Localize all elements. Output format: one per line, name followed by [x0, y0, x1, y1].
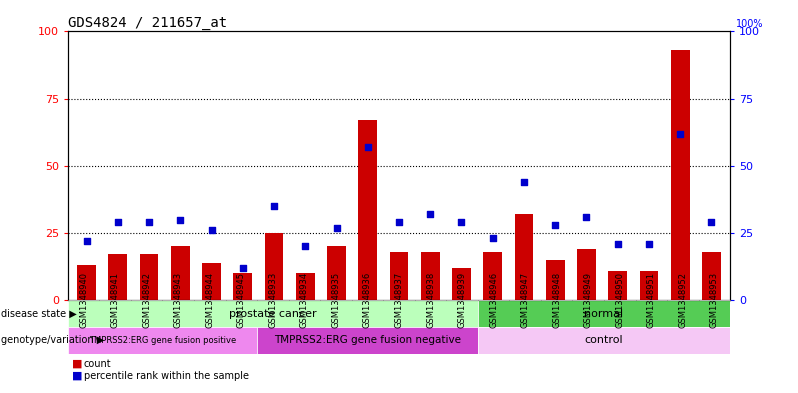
Bar: [484, 252, 502, 300]
Bar: [546, 260, 564, 300]
Text: GSM1348939: GSM1348939: [457, 272, 467, 328]
Point: [174, 217, 187, 223]
Bar: [639, 270, 658, 300]
Text: GSM1348944: GSM1348944: [205, 272, 214, 328]
Text: GSM1348951: GSM1348951: [647, 272, 656, 328]
Bar: [202, 263, 221, 300]
Text: percentile rank within the sample: percentile rank within the sample: [84, 371, 249, 381]
Text: GSM1348937: GSM1348937: [394, 272, 404, 328]
Point: [455, 219, 468, 225]
Text: GSM1348938: GSM1348938: [426, 272, 435, 328]
Text: GSM1348947: GSM1348947: [520, 272, 530, 328]
Bar: [421, 252, 440, 300]
Bar: [515, 214, 533, 300]
Bar: [257, 327, 478, 354]
Point: [205, 227, 218, 233]
Point: [705, 219, 718, 225]
Point: [674, 130, 686, 137]
Point: [518, 179, 531, 185]
Text: GSM1348936: GSM1348936: [363, 272, 372, 328]
Point: [486, 235, 499, 241]
Text: ■: ■: [72, 371, 82, 381]
Bar: [68, 300, 478, 327]
Point: [642, 241, 655, 247]
Text: GSM1348950: GSM1348950: [615, 272, 624, 328]
Bar: [140, 254, 159, 300]
Text: control: control: [585, 336, 623, 345]
Text: TMPRSS2:ERG gene fusion negative: TMPRSS2:ERG gene fusion negative: [274, 336, 461, 345]
Bar: [327, 246, 346, 300]
Bar: [77, 265, 96, 300]
Bar: [478, 327, 730, 354]
Bar: [358, 120, 377, 300]
Bar: [608, 270, 627, 300]
Bar: [296, 273, 314, 300]
Text: GSM1348946: GSM1348946: [489, 272, 498, 328]
Text: prostate cancer: prostate cancer: [229, 309, 317, 319]
Text: TMPRSS2:ERG gene fusion positive: TMPRSS2:ERG gene fusion positive: [89, 336, 236, 345]
Text: GSM1348953: GSM1348953: [710, 272, 719, 328]
Text: GSM1348940: GSM1348940: [79, 272, 88, 328]
Point: [112, 219, 124, 225]
Text: 100%: 100%: [736, 18, 763, 29]
Text: GSM1348949: GSM1348949: [584, 272, 593, 328]
Bar: [109, 254, 127, 300]
Point: [549, 222, 562, 228]
Text: GSM1348933: GSM1348933: [268, 272, 278, 328]
Point: [143, 219, 156, 225]
Text: GSM1348943: GSM1348943: [174, 272, 183, 328]
Text: GSM1348945: GSM1348945: [237, 272, 246, 328]
Point: [580, 214, 593, 220]
Bar: [702, 252, 721, 300]
Text: disease state ▶: disease state ▶: [1, 309, 77, 319]
Bar: [265, 233, 283, 300]
Text: count: count: [84, 359, 112, 369]
Bar: [233, 273, 252, 300]
Text: ■: ■: [72, 359, 82, 369]
Point: [267, 203, 280, 209]
Point: [80, 238, 93, 244]
Text: GSM1348934: GSM1348934: [300, 272, 309, 328]
Text: GSM1348942: GSM1348942: [142, 272, 151, 328]
Text: GSM1348935: GSM1348935: [331, 272, 341, 328]
Point: [330, 224, 343, 231]
Text: GSM1348952: GSM1348952: [678, 272, 687, 328]
Bar: [171, 246, 190, 300]
Bar: [671, 50, 689, 300]
Bar: [478, 300, 730, 327]
Text: normal: normal: [584, 309, 623, 319]
Bar: [389, 252, 409, 300]
Text: GDS4824 / 211657_at: GDS4824 / 211657_at: [68, 17, 227, 30]
Point: [299, 243, 312, 250]
Bar: [577, 249, 596, 300]
Text: GSM1348941: GSM1348941: [111, 272, 120, 328]
Point: [611, 241, 624, 247]
Bar: [452, 268, 471, 300]
Point: [393, 219, 405, 225]
Point: [236, 265, 249, 271]
Point: [361, 144, 374, 150]
Text: genotype/variation ▶: genotype/variation ▶: [1, 336, 104, 345]
Point: [424, 211, 437, 217]
Bar: [68, 327, 257, 354]
Text: GSM1348948: GSM1348948: [552, 272, 561, 328]
